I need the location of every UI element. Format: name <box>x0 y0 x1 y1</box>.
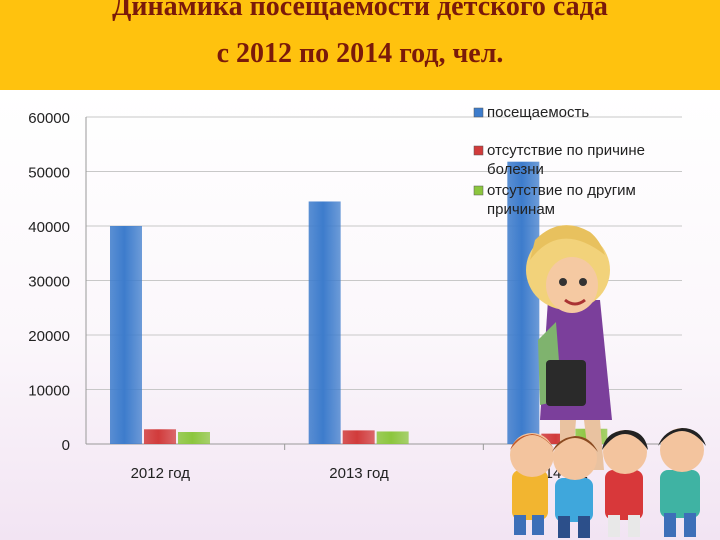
y-tick-label: 60000 <box>28 110 70 127</box>
y-tick-label: 30000 <box>28 274 70 291</box>
title-banner: Динамика посещаемости детского сада с 20… <box>0 0 720 90</box>
legend-swatch <box>473 185 484 196</box>
legend-label: болезни <box>487 161 544 178</box>
child-1 <box>510 433 555 535</box>
legend: посещаемость отсутствие по причине болезни… <box>473 104 645 218</box>
child-4 <box>658 428 706 537</box>
chart-title-line-1: Динамика посещаемости детского сада <box>112 0 608 22</box>
bars <box>110 161 608 444</box>
bar <box>342 430 375 444</box>
teacher-illustration <box>526 225 612 470</box>
bar <box>376 431 409 444</box>
y-tick-label: 20000 <box>28 328 70 345</box>
y-tick-label: 50000 <box>28 165 70 182</box>
y-tick-label: 0 <box>62 437 70 454</box>
bar <box>308 201 341 444</box>
legend-swatch <box>473 107 484 118</box>
legend-label: отсутствие по причине <box>487 142 645 159</box>
x-tick-label: 2013 год <box>329 465 389 482</box>
y-tick-label: 10000 <box>28 383 70 400</box>
legend-label: посещаемость <box>487 104 589 121</box>
bar <box>541 433 574 444</box>
bar <box>144 429 176 444</box>
child-3 <box>602 430 648 537</box>
x-tick-label: 2012 год <box>131 465 191 482</box>
chart-title-line-2: с 2012 по 2014 год, чел. <box>216 38 504 69</box>
bar <box>178 432 210 444</box>
legend-label: отсутствие по другим <box>487 182 636 199</box>
legend-label: причинам <box>487 201 555 218</box>
legend-swatch <box>473 145 484 156</box>
bar <box>110 226 142 444</box>
y-axis-ticks: 0 10000 20000 30000 40000 50000 60000 <box>28 110 70 454</box>
bar <box>507 161 540 444</box>
child-2 <box>552 436 598 538</box>
y-tick-label: 40000 <box>28 219 70 236</box>
